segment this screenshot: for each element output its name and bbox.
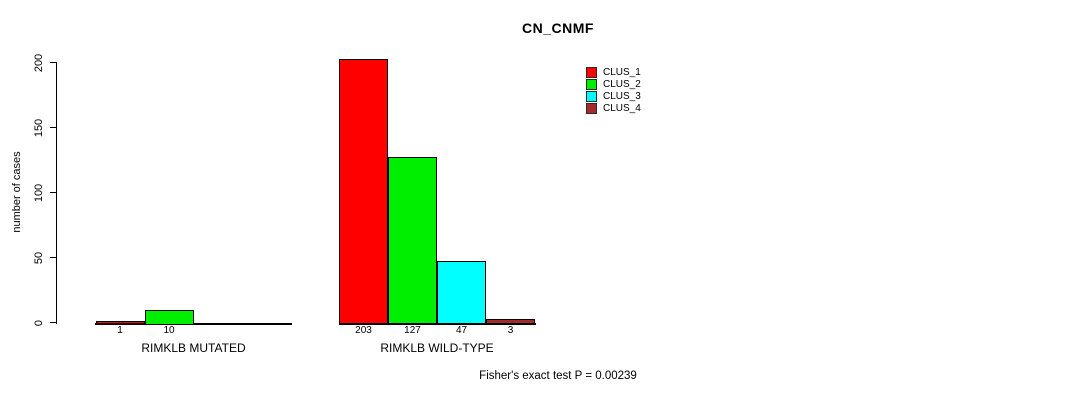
legend-label: CLUS_1 — [603, 66, 641, 78]
bar-value-label: 3 — [507, 325, 514, 336]
legend-item: CLUS_1 — [586, 66, 641, 78]
y-axis-tick-label: 100 — [33, 183, 45, 202]
bar-value-label: 127 — [404, 325, 421, 336]
y-axis-tick-label: 150 — [33, 118, 45, 137]
bar-clus_1 — [339, 58, 388, 325]
legend-swatch-icon — [586, 90, 597, 102]
y-axis-tick-label: 200 — [33, 53, 45, 72]
pvalue-annotation: Fisher's exact test P = 0.00239 — [479, 370, 637, 382]
y-axis-tick-label: 0 — [33, 319, 45, 326]
legend-swatch-icon — [586, 66, 597, 78]
legend-item: CLUS_3 — [586, 90, 641, 102]
bar-clus_1 — [95, 321, 145, 325]
y-axis-tick-label: 50 — [33, 251, 45, 264]
group-label: RIMKLB MUTATED — [141, 341, 246, 355]
legend-item: CLUS_2 — [586, 78, 641, 90]
y-axis-tick — [49, 191, 56, 194]
chart-title: CN_CNMF — [522, 20, 594, 36]
bar-value-label: 47 — [455, 325, 468, 336]
group-baseline — [95, 322, 292, 325]
bar-clus_4 — [486, 318, 535, 325]
bar-clus_2 — [388, 157, 437, 325]
bar-value-label: 203 — [355, 325, 372, 336]
bar-clus_2 — [144, 309, 194, 325]
legend-swatch-icon — [586, 102, 597, 114]
bar-value-label: 1 — [117, 325, 123, 336]
legend: CLUS_1 CLUS_2 CLUS_3 CLUS_4 — [586, 66, 641, 114]
legend-label: CLUS_2 — [603, 78, 641, 90]
legend-swatch-icon — [586, 78, 597, 90]
y-axis-line — [55, 61, 58, 324]
y-axis-tick — [49, 256, 56, 259]
y-axis-tick — [49, 321, 56, 324]
legend-label: CLUS_4 — [603, 102, 641, 114]
group-label: RIMKLB WILD-TYPE — [380, 341, 494, 355]
y-axis-tick — [49, 61, 56, 64]
legend-label: CLUS_3 — [603, 90, 641, 102]
bar-clus_3 — [437, 261, 486, 325]
y-axis-tick — [49, 126, 56, 129]
bar-value-label: 10 — [163, 325, 175, 336]
legend-item: CLUS_4 — [586, 102, 641, 114]
